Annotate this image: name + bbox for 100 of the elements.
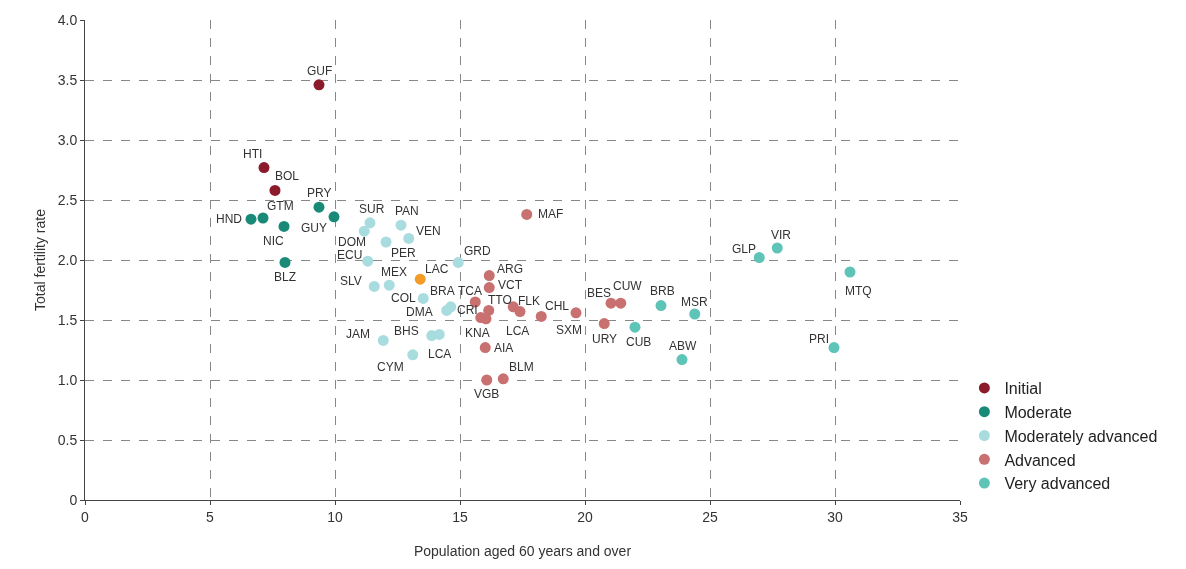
point xyxy=(328,211,340,223)
annotation: GRD xyxy=(464,244,491,258)
x-tick-label: 30 xyxy=(827,508,843,525)
point xyxy=(605,297,617,309)
point xyxy=(655,300,667,312)
annotation: BLZ xyxy=(274,270,297,284)
point xyxy=(452,256,464,268)
annotation: GUF xyxy=(307,64,333,78)
y-tick-label: 1.0 xyxy=(57,371,78,388)
legend-label: Moderately advanced xyxy=(1004,427,1158,445)
y-tick-label: 1.5 xyxy=(57,311,78,328)
annotation: CUB xyxy=(626,335,652,349)
point xyxy=(629,321,641,333)
x-tick-label: 25 xyxy=(702,508,718,525)
annotation: BES xyxy=(587,286,612,300)
annotation: CHL xyxy=(545,299,570,313)
x-tick-label: 5 xyxy=(206,508,215,525)
point xyxy=(358,225,370,237)
annotation: TTO xyxy=(488,293,512,307)
annotation: MSR xyxy=(681,295,708,309)
point xyxy=(676,354,688,366)
point xyxy=(479,342,491,354)
x-tick-label: 10 xyxy=(327,508,343,525)
x-tick-label: 20 xyxy=(577,508,593,525)
annotation: FLK xyxy=(518,294,541,308)
annotation: TCA xyxy=(458,284,482,298)
point xyxy=(483,282,495,294)
annotation: ARG xyxy=(497,262,524,276)
point xyxy=(414,273,426,285)
point xyxy=(403,232,415,244)
y-tick-label: 2.5 xyxy=(57,191,78,208)
point xyxy=(278,220,290,232)
legend-label: Moderate xyxy=(1004,403,1073,421)
point xyxy=(521,208,533,220)
annotation: BRA xyxy=(430,284,455,298)
x-tick-label: 15 xyxy=(452,508,468,525)
annotation: PER xyxy=(391,246,417,260)
annotation: BOL xyxy=(275,169,300,183)
point xyxy=(828,342,840,354)
point xyxy=(417,292,429,304)
point xyxy=(313,201,325,213)
point xyxy=(615,297,627,309)
annotation: VGB xyxy=(474,387,500,401)
annotation: COL xyxy=(391,291,416,305)
annotation: HND xyxy=(216,212,243,226)
point xyxy=(497,373,509,385)
annotation: JAM xyxy=(346,327,370,341)
point xyxy=(377,334,389,346)
annotation: HTI xyxy=(243,147,263,161)
annotation: PRI xyxy=(809,332,830,346)
point xyxy=(535,310,547,322)
point xyxy=(364,217,376,229)
x-axis-title: Population aged 60 years and over xyxy=(413,543,632,560)
point xyxy=(483,270,495,282)
annotation: ABW xyxy=(669,339,698,353)
point xyxy=(383,279,395,291)
point xyxy=(380,236,392,248)
point xyxy=(279,256,291,268)
point xyxy=(844,266,856,278)
annotation: BRB xyxy=(650,284,675,298)
y-tick-label: 3.5 xyxy=(57,71,78,88)
legend-label: Initial xyxy=(1004,380,1042,398)
point xyxy=(245,213,257,225)
y-axis-title: Total fertility rate xyxy=(32,208,49,311)
point xyxy=(771,242,783,254)
point xyxy=(313,79,325,91)
point xyxy=(481,374,493,386)
point xyxy=(257,212,269,224)
point xyxy=(570,307,582,319)
x-tick-label: 0 xyxy=(81,508,90,525)
annotation: AIA xyxy=(494,341,514,355)
annotation: LCA xyxy=(428,347,452,361)
point xyxy=(368,280,380,292)
annotation: CUW xyxy=(613,279,643,293)
y-tick-label: 0.5 xyxy=(57,431,78,448)
annotation: CYM xyxy=(377,360,404,374)
annotation: BLM xyxy=(509,360,534,374)
annotation: CRI xyxy=(457,303,478,317)
annotation: SUR xyxy=(359,202,385,216)
point xyxy=(598,318,610,330)
annotation: VIR xyxy=(771,228,792,242)
annotation: KNA xyxy=(465,326,490,340)
annotation: URY xyxy=(592,332,618,346)
annotation: SLV xyxy=(340,274,362,288)
annotation: PRY xyxy=(307,186,332,200)
annotation: PAN xyxy=(395,204,419,218)
y-tick-label: 3.0 xyxy=(57,131,78,148)
annotation: SXM xyxy=(556,323,583,337)
annotation: DMA xyxy=(406,305,433,319)
annotation: LCA xyxy=(506,324,530,338)
legend-label: Very advanced xyxy=(1004,475,1111,493)
annotation: MAF xyxy=(538,207,564,221)
annotation: VCT xyxy=(498,278,523,292)
y-tick-label: 4.0 xyxy=(57,11,78,28)
annotation: BHS xyxy=(394,324,419,338)
legend-label: Advanced xyxy=(1004,451,1076,469)
point xyxy=(362,255,374,267)
point xyxy=(269,184,281,196)
y-tick-label: 0 xyxy=(69,491,78,508)
x-tick-label: 35 xyxy=(952,508,968,525)
